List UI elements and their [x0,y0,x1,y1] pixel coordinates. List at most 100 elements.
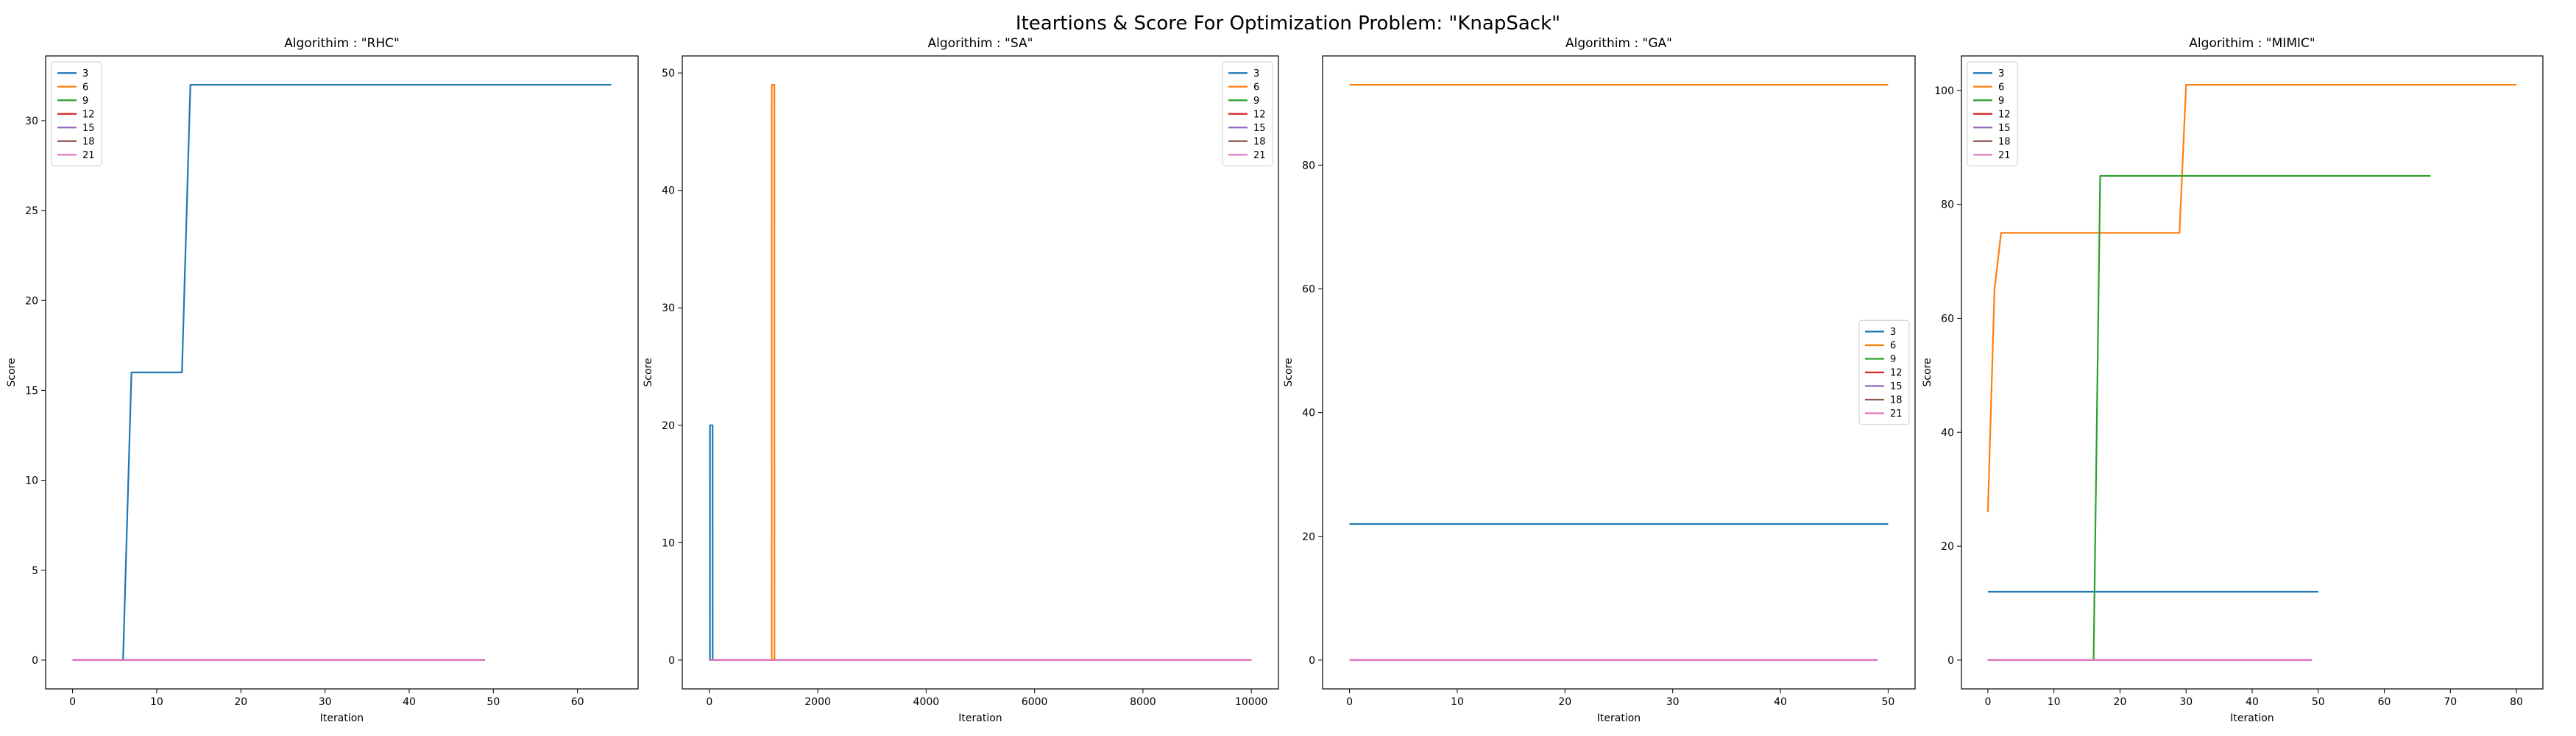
legend: 3 6 9 12 15 18 21 [1967,61,2018,166]
x-tick-label: 10 [2048,696,2061,708]
y-tick-label: 20 [25,295,38,307]
y-tick-label: 5 [32,565,38,577]
legend-label-12: 12 [1998,109,2011,120]
legend-label-6: 6 [1998,82,2004,93]
legend-label-18: 18 [1253,136,1266,147]
y-axis-label: Score [643,358,654,386]
subplot-mimic: Algorithim : "MIMIC" 0 10 20 30 40 50 60 70 80 0 20… [1922,36,2544,724]
legend-label-9: 9 [1253,96,1259,107]
y-axis-label: Score [1283,358,1295,386]
x-tick-label: 6000 [1022,696,1048,708]
x-tick-label: 0 [1346,696,1353,708]
subplot-ga: Algorithim : "GA" 0 10 20 30 40 50 0 20 40 60 80 Ite… [1283,36,1916,724]
subplot-sa: Algorithim : "SA" 0 2000 4000 6000 8000 10000 0… [643,36,1279,724]
y-tick-label: 20 [1302,531,1315,543]
legend-label-21: 21 [1890,408,1903,420]
y-axis-label: Score [6,358,18,386]
legend-label-3: 3 [1998,68,2004,79]
y-tick-label: 20 [1941,541,1954,553]
axes-frame [45,55,639,690]
x-tick-label: 40 [1774,696,1787,708]
y-tick-label: 40 [1941,427,1954,439]
y-tick-label: 100 [1934,85,1954,97]
legend-label-12: 12 [1890,368,1903,379]
legend-label-12: 12 [82,109,95,120]
plot-area [1986,83,2517,662]
series-line-6 [1986,83,2517,512]
y-tick-label: 30 [662,302,675,314]
legend-label-21: 21 [82,150,95,161]
y-tick-label: 80 [1302,160,1315,171]
legend-label-6: 6 [1890,341,1896,352]
legend: 3 6 9 12 15 18 21 [1222,61,1273,166]
legend: 3 6 9 12 15 18 21 [1858,319,1910,425]
y-tick-label: 10 [25,475,38,487]
legend-label-3: 3 [82,68,88,79]
x-tick-label: 2000 [804,696,831,708]
x-tick-label: 50 [1881,696,1894,708]
x-tick-label: 0 [69,696,76,708]
legend-label-9: 9 [82,96,88,107]
x-tick-label: 10000 [1235,696,1268,708]
legend-label-15: 15 [82,123,95,134]
x-tick-label: 30 [2179,696,2193,708]
legend-label-15: 15 [1998,123,2011,134]
y-tick-label: 80 [1941,199,1954,211]
x-tick-label: 80 [2510,696,2523,708]
subplot-title: Algorithim : "MIMIC" [2189,36,2315,51]
y-tick-label: 60 [1302,284,1315,296]
legend-label-21: 21 [1998,150,2011,161]
y-tick-label: 20 [662,420,675,432]
x-tick-label: 40 [403,696,416,708]
subplot-title: Algorithim : "SA" [928,36,1033,51]
legend-label-3: 3 [1253,68,1259,79]
legend-label-12: 12 [1253,109,1266,120]
legend-label-9: 9 [1890,354,1896,365]
legend-label-21: 21 [1253,150,1266,161]
legend-label-15: 15 [1253,123,1266,134]
y-tick-label: 15 [25,385,38,397]
y-tick-label: 0 [32,655,38,667]
x-tick-label: 70 [2444,696,2457,708]
plot-area [709,83,1252,662]
x-tick-label: 20 [2114,696,2127,708]
subplot-title: Algorithim : "RHC" [284,36,400,51]
x-axis-label: Iteration [320,712,364,724]
x-tick-label: 0 [1984,696,1991,708]
x-tick-label: 30 [319,696,332,708]
y-tick-label: 60 [1941,313,1954,325]
x-tick-label: 4000 [913,696,940,708]
axes-frame [682,55,1279,690]
axes-frame [1961,55,2544,690]
plot-area [72,83,612,662]
x-tick-label: 40 [2246,696,2259,708]
legend-label-18: 18 [1890,395,1903,406]
x-tick-label: 20 [234,696,247,708]
legend-label-18: 18 [82,136,95,147]
x-tick-label: 8000 [1130,696,1156,708]
y-tick-label: 0 [668,655,675,667]
legend-label-15: 15 [1890,381,1903,392]
x-tick-label: 20 [1558,696,1571,708]
legend-label-6: 6 [1253,82,1259,93]
y-tick-label: 30 [25,116,38,127]
x-tick-label: 10 [1451,696,1464,708]
y-tick-label: 25 [25,205,38,217]
x-tick-label: 60 [571,696,584,708]
y-tick-label: 50 [662,68,675,79]
y-tick-label: 40 [662,185,675,197]
x-tick-label: 60 [2378,696,2391,708]
legend-label-3: 3 [1890,327,1896,338]
legend-label-18: 18 [1998,136,2011,147]
x-axis-label: Iteration [1597,712,1641,724]
y-tick-label: 40 [1302,408,1315,420]
legend-label-6: 6 [82,82,88,93]
x-tick-label: 10 [150,696,163,708]
x-axis-label: Iteration [2230,712,2274,724]
y-tick-label: 10 [662,537,675,549]
y-tick-label: 0 [1309,655,1315,667]
figure-title: Iteartions & Score For Optimization Prob… [1016,13,1560,35]
plot-area [1349,83,1889,662]
subplot-rhc: Algorithim : "RHC" 0 10 20 30 40 50 60 0 5 10 15 20 2… [6,36,639,724]
